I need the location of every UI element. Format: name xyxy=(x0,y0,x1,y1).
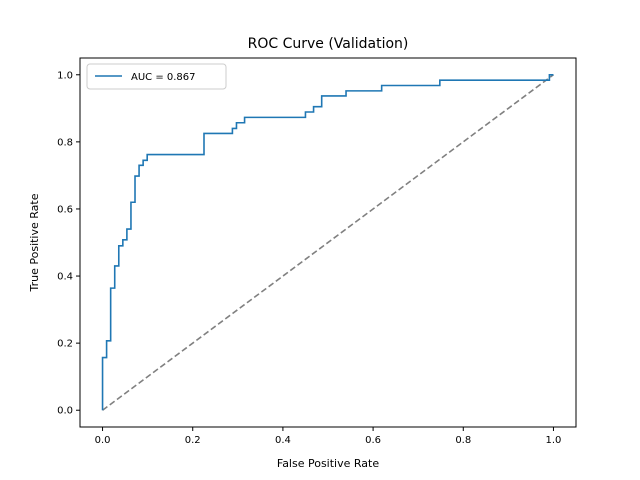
y-tick-label: 0.6 xyxy=(57,204,73,215)
x-axis-label: False Positive Rate xyxy=(277,457,379,470)
x-tick-label: 0.2 xyxy=(185,435,201,446)
y-tick-label: 0.4 xyxy=(57,272,73,283)
plot-area xyxy=(101,73,554,411)
legend-entry-label: AUC = 0.867 xyxy=(131,72,196,83)
legend: AUC = 0.867 xyxy=(86,63,227,90)
y-tick-label: 1.0 xyxy=(57,70,73,81)
plot-frame xyxy=(79,57,577,428)
chart-title: ROC Curve (Validation) xyxy=(248,36,409,52)
x-tick-label: 0.6 xyxy=(365,435,381,446)
y-axis-label: True Positive Rate xyxy=(28,193,41,292)
roc-curve-line xyxy=(101,73,554,411)
y-tick-label: 0.0 xyxy=(57,406,73,417)
x-tick-label: 0.4 xyxy=(275,435,291,446)
x-tick-label: 0.0 xyxy=(95,435,111,446)
axis-ticks: 0.0 0.2 0.4 0.6 0.8 1.0 0.0 0.2 0.4 0.6 0.8 1.0 xyxy=(57,70,561,446)
x-tick-label: 0.8 xyxy=(455,435,471,446)
y-tick-label: 0.2 xyxy=(57,339,73,350)
legend-box xyxy=(86,63,227,90)
x-tick-label: 1.0 xyxy=(546,435,562,446)
y-tick-label: 0.8 xyxy=(57,137,73,148)
chance-diagonal-line xyxy=(102,74,554,411)
